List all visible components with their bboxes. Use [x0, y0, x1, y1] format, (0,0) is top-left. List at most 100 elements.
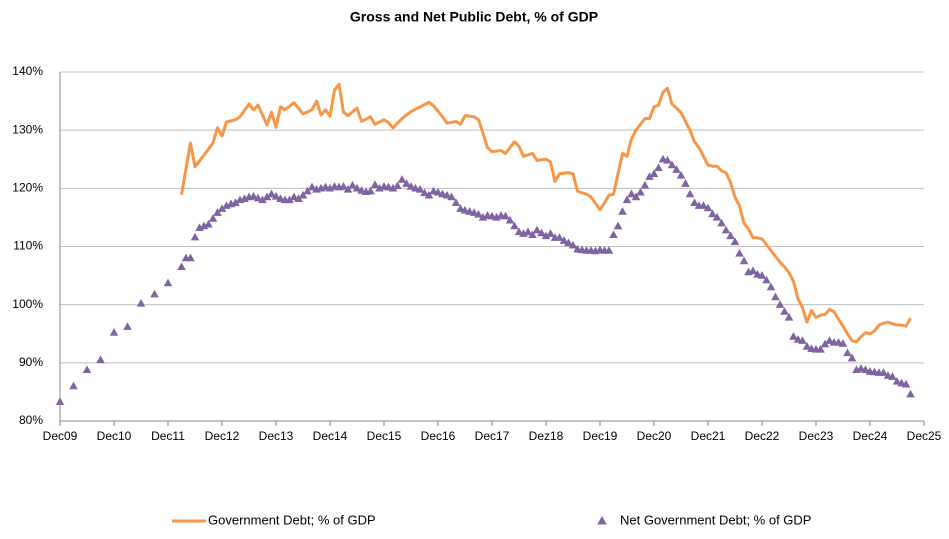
- x-tick-label: Dec25: [907, 429, 942, 443]
- point: [690, 198, 699, 207]
- point: [640, 180, 650, 189]
- point: [627, 189, 636, 198]
- point: [501, 211, 510, 220]
- point: [649, 169, 659, 177]
- point: [343, 184, 353, 193]
- point: [802, 342, 812, 350]
- chart-title: Gross and Net Public Debt, % of GDP: [350, 9, 598, 25]
- point: [766, 282, 776, 291]
- point: [433, 187, 443, 196]
- point: [109, 328, 119, 336]
- point: [262, 192, 272, 201]
- point: [150, 289, 159, 298]
- x-tick-label: Dec19: [583, 429, 618, 443]
- x-tick-label: Dec14: [313, 429, 348, 443]
- point: [762, 275, 771, 284]
- point: [271, 191, 281, 200]
- point: [186, 253, 195, 262]
- point: [388, 183, 398, 192]
- point: [253, 193, 263, 202]
- point: [681, 179, 690, 187]
- point: [685, 189, 695, 198]
- point: [613, 221, 623, 230]
- point: [726, 231, 735, 240]
- point: [667, 160, 677, 169]
- point: [712, 212, 722, 221]
- point: [352, 183, 362, 192]
- point: [442, 190, 452, 199]
- point: [397, 175, 407, 183]
- point: [537, 228, 546, 237]
- x-tick-label: Dec13: [259, 429, 294, 443]
- legend-label: Net Government Debt; % of GDP: [620, 512, 811, 527]
- point: [528, 230, 537, 239]
- point: [208, 214, 218, 222]
- point: [838, 339, 848, 347]
- point: [213, 208, 222, 216]
- point: [451, 198, 461, 207]
- x-tick-label: Dec16: [421, 429, 456, 443]
- legend-label: Government Debt; % of GDP: [208, 512, 376, 527]
- point: [780, 307, 789, 315]
- point: [847, 353, 857, 362]
- point: [820, 339, 830, 348]
- point: [217, 204, 227, 212]
- line: [180, 82, 912, 344]
- point: [55, 397, 65, 405]
- point: [415, 184, 425, 193]
- point: [163, 278, 173, 287]
- point: [424, 190, 434, 199]
- point: [559, 236, 569, 244]
- point: [285, 195, 294, 204]
- point: [69, 381, 78, 390]
- point: [888, 372, 897, 380]
- y-tick-label: 80%: [19, 413, 43, 427]
- point: [177, 262, 186, 271]
- x-tick-label: Dec21: [691, 429, 726, 443]
- y-tick-label: 90%: [19, 355, 43, 369]
- point: [654, 163, 663, 172]
- y-tick-label: 130%: [12, 122, 43, 136]
- point: [555, 233, 564, 241]
- point: [96, 355, 105, 364]
- point: [469, 208, 479, 216]
- point: [757, 271, 767, 279]
- point: [348, 180, 357, 189]
- point: [190, 232, 200, 241]
- point: [703, 203, 713, 212]
- point: [249, 191, 258, 200]
- point: [789, 332, 798, 340]
- point: [708, 209, 717, 218]
- point: [420, 188, 429, 197]
- point: [82, 365, 92, 373]
- point: [672, 165, 681, 173]
- point: [645, 172, 654, 180]
- point: [294, 194, 303, 202]
- point: [901, 379, 911, 388]
- x-tick-label: Dec17: [475, 429, 510, 443]
- point: [406, 182, 416, 190]
- y-tick-label: 120%: [12, 181, 43, 195]
- y-tick-label: 140%: [12, 64, 43, 78]
- point: [631, 192, 641, 201]
- point: [676, 171, 686, 179]
- point: [568, 240, 578, 249]
- y-tick-label: 110%: [13, 239, 43, 253]
- point: [136, 299, 146, 307]
- point: [622, 195, 632, 204]
- point: [825, 336, 834, 344]
- point: [523, 227, 533, 236]
- x-tick-label: Dec11: [151, 429, 185, 443]
- point: [204, 219, 213, 228]
- x-tick-label: Dez18: [529, 429, 564, 443]
- x-tick-label: Dec20: [637, 429, 672, 443]
- point: [609, 230, 618, 239]
- point: [564, 238, 573, 247]
- point: [298, 190, 308, 199]
- x-tick-label: Dec23: [799, 429, 834, 443]
- point: [541, 231, 551, 240]
- point: [366, 186, 375, 195]
- point: [721, 225, 731, 234]
- point: [267, 189, 276, 198]
